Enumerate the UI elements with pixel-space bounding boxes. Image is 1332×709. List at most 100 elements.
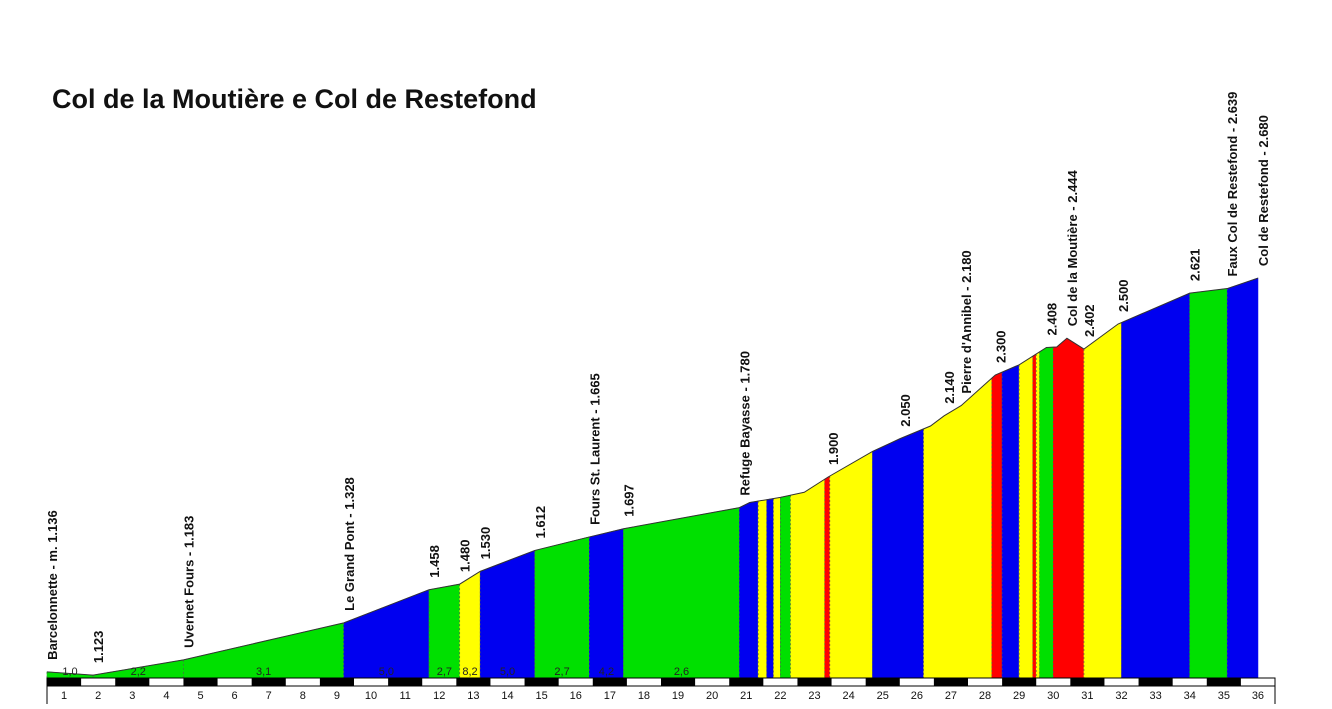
km-tick-label: 32 — [1115, 690, 1127, 702]
km-tick-label: 36 — [1252, 690, 1264, 702]
km-tick-label: 26 — [911, 690, 923, 702]
axis-block — [592, 678, 627, 686]
waypoint-label: 2.140 — [942, 371, 957, 404]
waypoint-label: 2.408 — [1044, 303, 1059, 336]
waypoint-label: 1.458 — [427, 545, 442, 578]
axis-block — [1138, 678, 1173, 686]
km-tick-label: 10 — [365, 690, 377, 702]
km-tick-label: 11 — [399, 690, 410, 702]
km-tick-label: 17 — [604, 690, 616, 702]
profile-segment — [479, 550, 536, 679]
km-tick-label: 28 — [979, 690, 991, 702]
km-tick-label: 5 — [197, 690, 203, 702]
km-tick-label: 25 — [877, 690, 889, 702]
waypoint-label: Pierre d'Annibel - 2.180 — [959, 250, 974, 393]
gradient-label: 8,2 — [462, 666, 477, 678]
profile-segment — [534, 536, 590, 679]
km-tick-label: 20 — [706, 690, 718, 702]
waypoint-label: Faux Col de Restefond - 2.639 — [1225, 92, 1240, 277]
profile-segment — [1035, 351, 1040, 679]
axis-block — [661, 678, 696, 686]
profile-segment — [1052, 337, 1085, 679]
km-tick-label: 16 — [570, 690, 582, 702]
gradient-label: 5,0 — [379, 666, 394, 678]
profile-segment — [459, 570, 481, 679]
km-tick-label: 19 — [672, 690, 684, 702]
km-tick-label: 24 — [842, 690, 854, 702]
km-tick-label: 21 — [740, 690, 752, 702]
waypoint-labels: Barcelonnette - m. 1.136 1.123 Uvernet Fou… — [45, 92, 1271, 664]
waypoint-label: Uvernet Fours - 1.183 — [181, 516, 196, 648]
profile-segment — [1189, 288, 1228, 679]
profile-outline — [46, 277, 1259, 676]
km-tick-label: 18 — [638, 690, 650, 702]
axis-block — [1002, 678, 1037, 686]
waypoint-label: 1.480 — [458, 540, 473, 573]
profile-segment — [780, 494, 791, 679]
km-axis: 1 2 3 4 5 6 7 8 9 10 11 12 13 14 15 16 17 18 19 20 21 22 23 24 2… — [46, 677, 1276, 704]
profile-segment — [766, 498, 774, 679]
km-tick-label: 13 — [467, 690, 479, 702]
km-tick-label: 15 — [535, 690, 547, 702]
gradient-label: 2,7 — [554, 666, 569, 678]
gradient-label: 3,1 — [256, 666, 271, 678]
km-tick-label: 33 — [1149, 690, 1161, 702]
profile-segment — [1121, 292, 1191, 679]
waypoint-label: Col de Restefond - 2.680 — [1256, 115, 1271, 266]
gradient-label: 2,7 — [437, 666, 452, 678]
profile-segment — [872, 428, 924, 679]
axis-block — [47, 678, 82, 686]
km-tick-label: 4 — [163, 690, 169, 702]
waypoint-label: Refuge Bayasse - 1.780 — [737, 351, 752, 496]
axis-block — [729, 678, 764, 686]
axis-block — [183, 678, 218, 686]
axis-block — [388, 678, 423, 686]
profile-segment — [773, 497, 781, 679]
km-tick-label: 23 — [808, 690, 820, 702]
km-tick-label: 7 — [266, 690, 272, 702]
km-tick-label: 1 — [61, 690, 67, 702]
waypoint-label: 2.050 — [898, 394, 913, 427]
profile-segment — [1032, 353, 1037, 679]
axis-block — [524, 678, 559, 686]
profile-segment — [589, 528, 624, 679]
profile-segment — [1039, 346, 1054, 679]
axis-block — [797, 678, 832, 686]
profile-line — [46, 277, 1259, 676]
gradient-label: 5,0 — [500, 666, 515, 678]
axis-block — [319, 678, 354, 686]
km-tick-label: 22 — [774, 690, 786, 702]
km-tick-label: 30 — [1047, 690, 1059, 702]
axis-block — [1070, 678, 1105, 686]
profile-segment — [1001, 364, 1020, 679]
waypoint-label: 1.612 — [533, 506, 548, 539]
waypoint-label: 2.402 — [1082, 304, 1097, 337]
km-tick-label: 2 — [95, 690, 101, 702]
axis-block — [933, 678, 968, 686]
waypoint-label: 1.123 — [91, 631, 106, 664]
profile-segment — [1018, 355, 1034, 679]
gradient-label: 1,0 — [62, 666, 77, 678]
profile-segment — [757, 499, 768, 679]
profile-segment — [428, 583, 461, 679]
waypoint-label: Fours St. Laurent - 1.665 — [587, 373, 602, 525]
axis-block — [456, 678, 491, 686]
gradient-labels: 1,0 2,2 3,1 5,0 2,7 8,2 5,0 2,7 4,2 2,6 — [62, 666, 689, 678]
axis-block — [251, 678, 286, 686]
waypoint-label: 2.621 — [1188, 249, 1203, 282]
waypoint-label: 2.500 — [1116, 279, 1131, 312]
gradient-label: 4,2 — [599, 666, 614, 678]
km-tick-label: 29 — [1013, 690, 1025, 702]
km-tick-label: 9 — [334, 690, 340, 702]
km-tick-label: 8 — [300, 690, 306, 702]
km-tick-label: 34 — [1184, 690, 1196, 702]
profile-segment — [623, 507, 740, 679]
km-tick-label: 6 — [232, 690, 238, 702]
axis-block — [1206, 678, 1241, 686]
waypoint-label: 2.300 — [993, 330, 1008, 363]
waypoint-label: Barcelonnette - m. 1.136 — [45, 510, 60, 660]
chart-title: Col de la Moutière e Col de Restefond — [52, 84, 537, 114]
waypoint-label: 1.530 — [478, 527, 493, 560]
profile-segment — [1083, 322, 1122, 679]
